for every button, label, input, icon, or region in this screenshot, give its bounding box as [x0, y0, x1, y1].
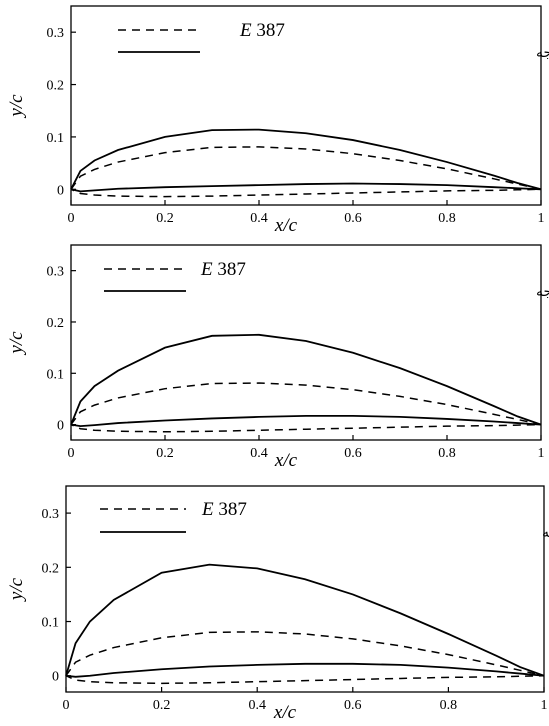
y-axis-label: y/c	[6, 577, 27, 602]
legend-label-e387: E 387	[200, 259, 246, 280]
legend-label-e387: E 387	[239, 20, 285, 41]
legend-label-e387-number: 387	[252, 20, 285, 41]
x-tick-label: 0.6	[344, 698, 362, 713]
y-tick-label: 0	[52, 670, 59, 685]
legend: E 387 بالواره بهینه شده در زاویه حمله هجد…	[100, 499, 549, 541]
y-tick-label: 0.2	[47, 79, 65, 94]
x-tick-label: 0.2	[156, 211, 174, 226]
y-tick-label: 0.1	[47, 367, 65, 382]
y-tick-label: 0.3	[42, 507, 60, 522]
legend: E 387 بالواره بهینه شده در زاویه حمله ده …	[104, 259, 549, 300]
x-tick-label: 0.4	[250, 211, 268, 226]
legend-label-e387-number: 387	[214, 499, 247, 520]
series-optimized-line	[70, 128, 542, 193]
x-tick-label: 1	[541, 698, 548, 713]
y-axis-label: y/c	[6, 94, 27, 119]
legend-label-optimized: بالواره بهینه شده در زاویه حمله هجده درج…	[542, 525, 549, 541]
chart-panel-2: 0 0.2 0.4 0.6 0.8 1 0 0.1 0.2 0.3 x/c y/c E 387 بالوا…	[6, 244, 549, 471]
x-tick-label: 1	[538, 211, 545, 226]
series-e387-line	[65, 631, 545, 685]
legend-label-e387-number: 387	[213, 259, 246, 280]
plot-frame	[65, 485, 545, 693]
chart-panel-1: 0 0.2 0.4 0.6 0.8 1 0 0.1 0.2 0.3 x/c y/c E 387 بالوا…	[6, 5, 549, 236]
x-tick-label: 0.4	[248, 698, 266, 713]
legend-label-e387-letter: E	[239, 20, 252, 41]
plot-frame	[70, 244, 542, 441]
x-tick-label: 0	[63, 698, 70, 713]
y-tick-label: 0.2	[42, 561, 60, 576]
legend-label-optimized: بالواره بهینه شده در زاویه حمله صفر درجه	[536, 45, 549, 61]
series-optimized-line	[70, 333, 542, 428]
series-optimized-line	[65, 563, 545, 678]
y-tick-label: 0.3	[47, 265, 65, 280]
x-tick-label: 0	[68, 446, 75, 461]
x-tick-label: 0.4	[250, 446, 268, 461]
x-tick-label: 0.6	[344, 211, 362, 226]
legend-label-e387-letter: E	[200, 259, 213, 280]
x-tick-label: 0	[68, 211, 75, 226]
legend: E 387 بالواره بهینه شده در زاویه حمله صفر…	[118, 20, 549, 61]
y-tick-label: 0.1	[42, 616, 60, 631]
x-tick-label: 0.8	[438, 446, 456, 461]
x-tick-label: 0.2	[153, 698, 171, 713]
x-tick-label: 0.2	[156, 446, 174, 461]
x-axis-label: x/c	[274, 215, 298, 236]
chart-panel-3: 0 0.2 0.4 0.6 0.8 1 0 0.1 0.2 0.3 x/c y/c E 387 بالوا…	[6, 485, 549, 723]
x-axis-label: x/c	[274, 450, 298, 471]
x-tick-label: 0.8	[440, 698, 458, 713]
x-axis-label: x/c	[273, 702, 297, 723]
x-tick-label: 1	[538, 446, 545, 461]
series-e387-line	[70, 146, 542, 198]
y-tick-label: 0	[57, 183, 64, 198]
x-tick-label: 0.8	[438, 211, 456, 226]
plot-frame	[70, 5, 542, 206]
y-tick-label: 0	[57, 419, 64, 434]
legend-label-e387-letter: E	[201, 499, 214, 520]
y-axis-label: y/c	[6, 331, 27, 356]
legend-label-e387: E 387	[201, 499, 247, 520]
series-e387-line	[70, 382, 542, 433]
x-tick-label: 0.6	[344, 446, 362, 461]
y-tick-label: 0.3	[47, 26, 65, 41]
legend-label-optimized: بالواره بهینه شده در زاویه حمله ده درجه	[536, 284, 549, 300]
y-tick-label: 0.2	[47, 316, 65, 331]
y-tick-label: 0.1	[47, 131, 65, 146]
